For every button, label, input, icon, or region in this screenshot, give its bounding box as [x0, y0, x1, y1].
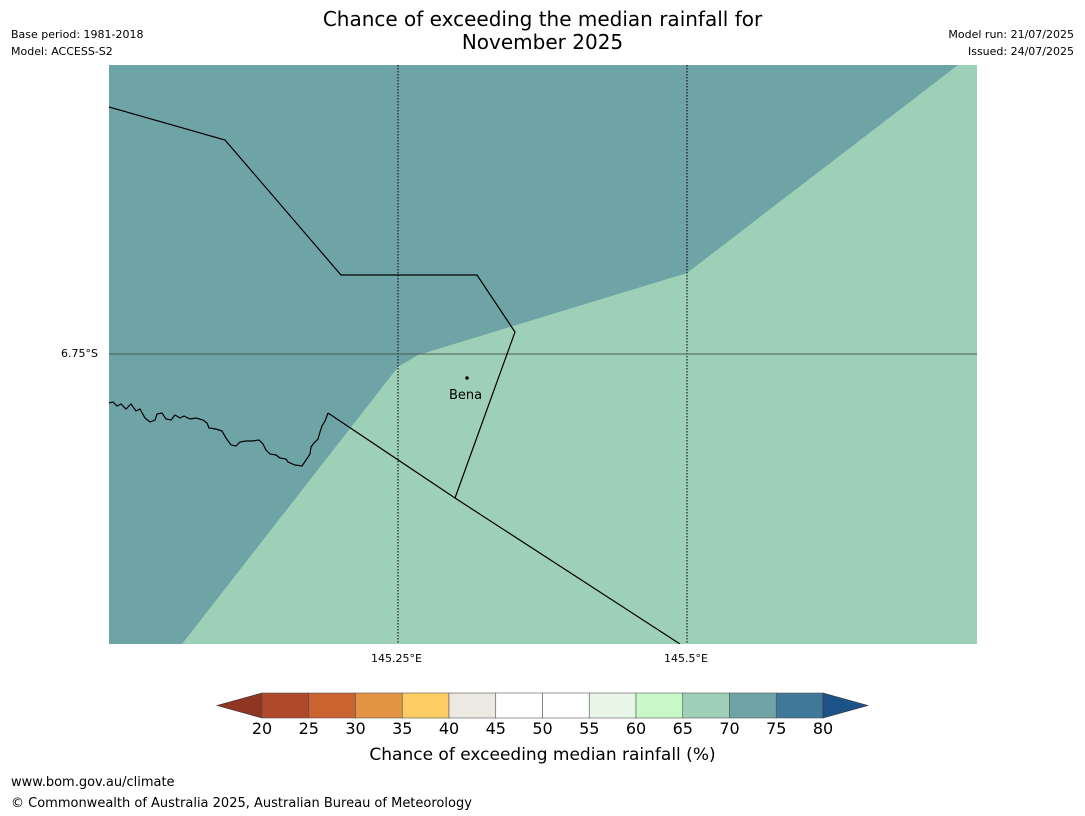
title-line-1: Chance of exceeding the median rainfall … [322, 7, 763, 31]
colorbar-tick-label: 50 [532, 719, 553, 738]
colorbar-tick-label: 70 [719, 719, 740, 738]
border-line [109, 401, 329, 467]
colorbar-bin [355, 692, 403, 719]
colorbar-tick-label: 45 [485, 719, 506, 738]
colorbar-tick-label: 60 [625, 719, 647, 738]
colorbar-extend-high [822, 692, 870, 719]
colorbar-tick-label: 20 [251, 719, 273, 738]
colorbar-bin [542, 692, 590, 719]
lat-label: 6.75°S [61, 347, 98, 360]
town-label: Bena [449, 388, 483, 403]
colorbar-bin [448, 692, 497, 719]
info-right: Model run: 21/07/2025 Issued: 24/07/2025 [948, 26, 1074, 60]
province-boundary-south [327, 412, 681, 644]
colorbar-bin [261, 692, 310, 719]
map-title: Chance of exceeding the median rainfall … [0, 8, 1085, 54]
colorbar-bin [588, 692, 637, 719]
title-line-2: November 2025 [461, 30, 624, 54]
footer-url[interactable]: www.bom.gov.au/climate [11, 775, 175, 790]
colorbar-tick-label: 35 [392, 719, 413, 738]
colorbar-bin [775, 692, 824, 719]
info-left: Base period: 1981-2018 Model: ACCESS-S2 [11, 26, 143, 60]
issued-text: Issued: 24/07/2025 [967, 45, 1074, 58]
colorbar-bin [729, 692, 777, 719]
model-run-text: Model run: 21/07/2025 [948, 28, 1074, 41]
town-marker [465, 376, 469, 380]
province-boundary [109, 106, 516, 499]
footer-copyright: © Commonwealth of Australia 2025, Austra… [11, 796, 472, 811]
colorbar-tick-label: 80 [812, 719, 834, 738]
base-period-text: Base period: 1981-2018 [11, 28, 144, 41]
colorbar-tick-label: 25 [298, 719, 319, 738]
lon-label-1: 145.25°E [371, 652, 422, 665]
colorbar [215, 692, 870, 719]
colorbar-label: Chance of exceeding median rainfall (%) [369, 745, 716, 765]
colorbar-bin [401, 692, 450, 719]
colorbar-tick-label: 75 [766, 719, 787, 738]
colorbar-bin [682, 692, 730, 719]
colorbar-tick-label: 30 [345, 719, 366, 738]
colorbar-tick-label: 40 [438, 719, 460, 738]
colorbar-extend-low [215, 692, 263, 719]
lon-label-2: 145.5°E [664, 652, 708, 665]
colorbar-tick-label: 55 [579, 719, 600, 738]
colorbar-tick-label: 65 [672, 719, 693, 738]
colorbar-bin [635, 692, 684, 719]
model-text: Model: ACCESS-S2 [11, 45, 113, 58]
colorbar-bin [495, 692, 543, 719]
colorbar-bin [308, 692, 356, 719]
